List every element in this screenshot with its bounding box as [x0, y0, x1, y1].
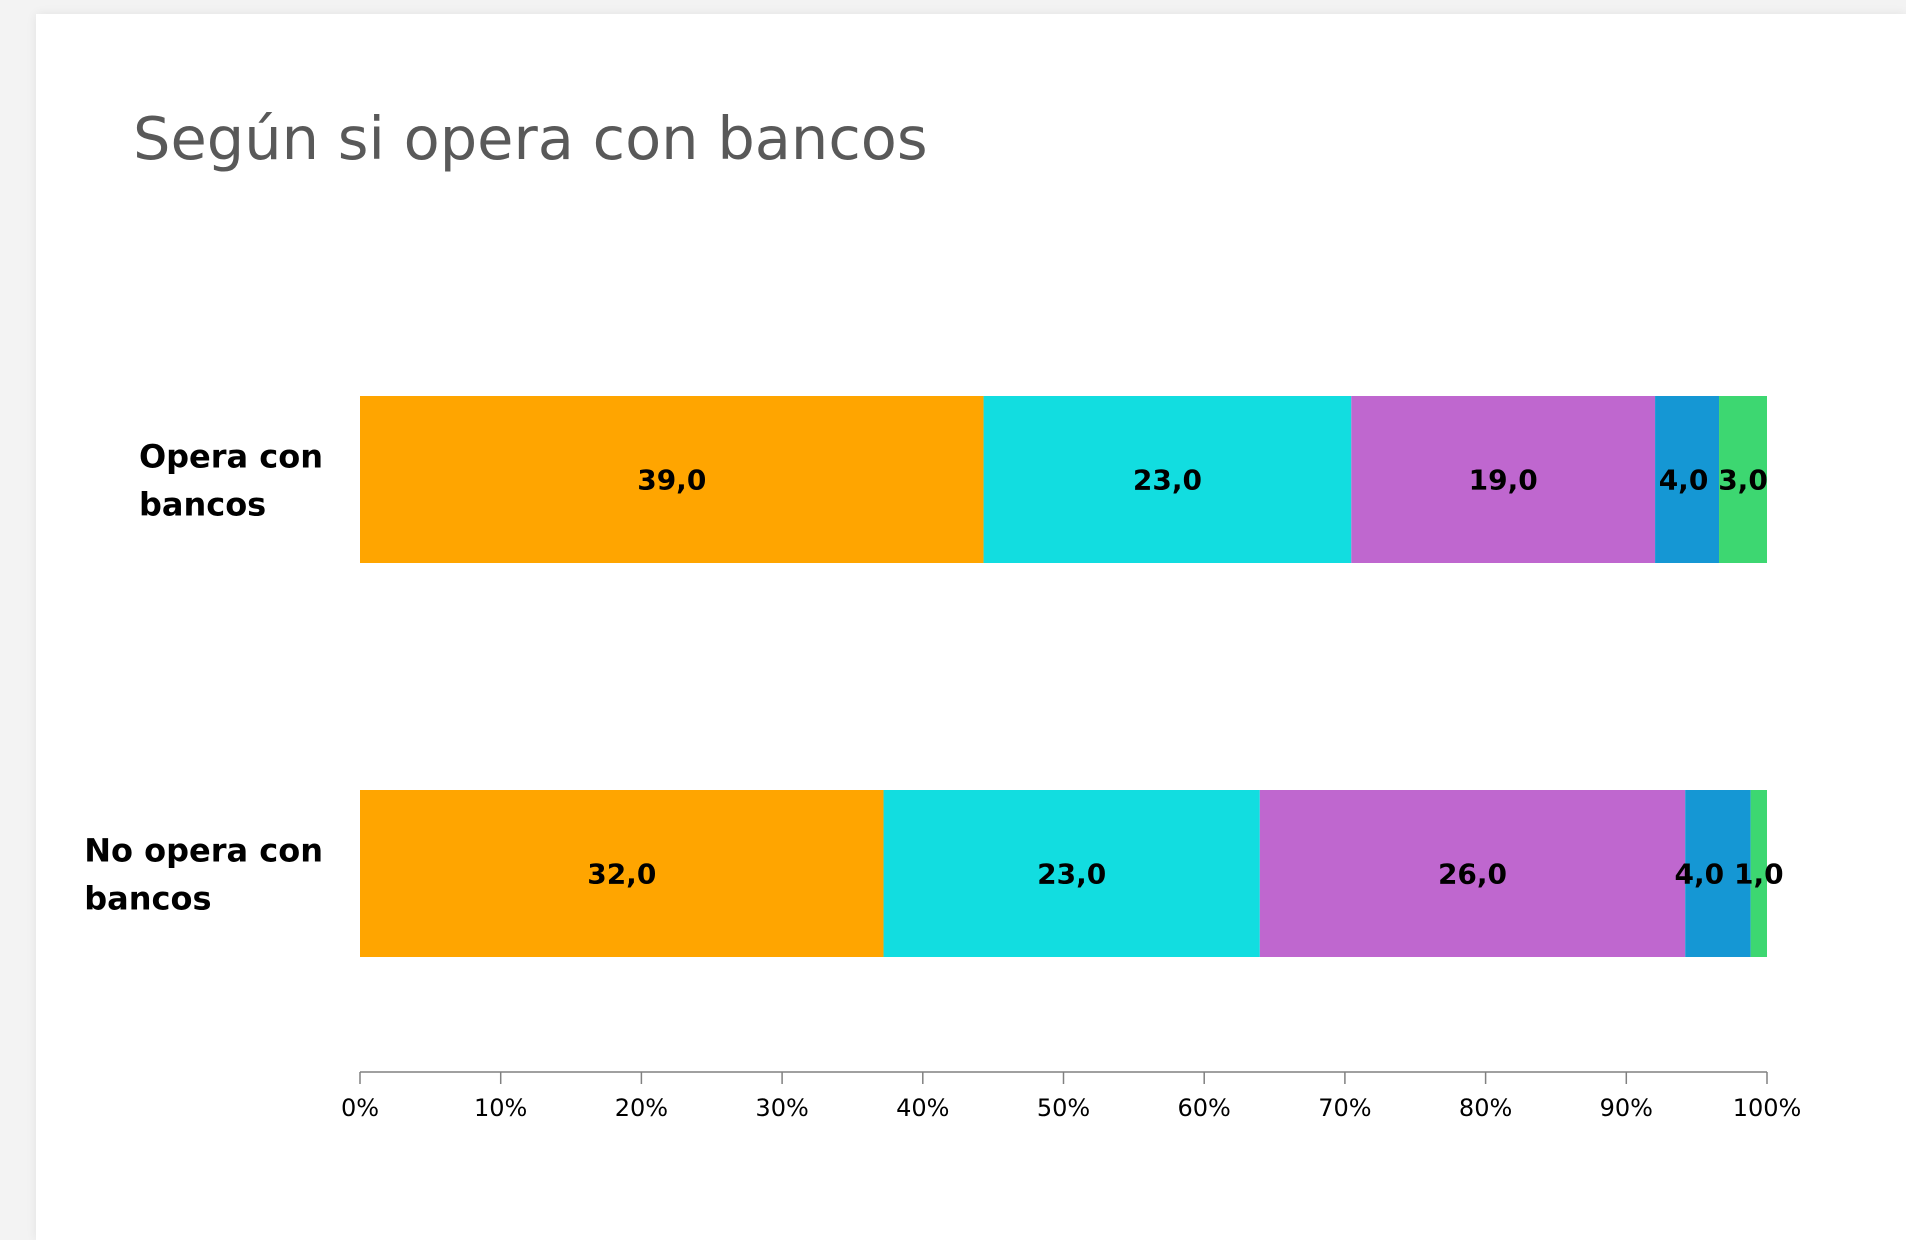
data-label-1-5: 3,0: [1718, 464, 1768, 497]
slide: Según si opera con bancos 39,0 23,0 19,0 4,…: [36, 14, 1906, 1240]
data-labels-layer: 39,0 23,0 19,0 4,0 3,0 32,0 23,0 26,0 4,0 1,0: [587, 464, 1783, 891]
x-tick-label: 60%: [1178, 1094, 1231, 1122]
data-label-2-1: 32,0: [587, 858, 656, 891]
data-label-1-4: 4,0: [1659, 464, 1709, 497]
bar-segment-1-4: [1655, 396, 1720, 563]
data-label-1-1: 39,0: [637, 464, 706, 497]
bar-segment-1-3: [1351, 396, 1656, 563]
category-labels-layer: Opera con bancos No opera con bancos: [84, 438, 323, 918]
category-label-1: Opera con bancos: [139, 438, 323, 524]
data-label-2-2: 23,0: [1037, 858, 1106, 891]
bar-segment-1-5: [1719, 396, 1767, 563]
x-tick-label: 40%: [896, 1094, 949, 1122]
bar-segment-2-1: [360, 790, 884, 957]
x-tick-label: 0%: [341, 1094, 379, 1122]
category-label-2: No opera con bancos: [84, 832, 323, 918]
x-axis: 0% 10% 20% 30% 40% 50% 60% 70% 80% 90% 100%: [341, 1071, 1802, 1122]
x-tick-label: 20%: [615, 1094, 668, 1122]
stacked-bar-chart: 39,0 23,0 19,0 4,0 3,0 32,0 23,0 26,0 4,0 1,0 Ope…: [84, 396, 1802, 1122]
bar-segment-1-2: [983, 396, 1352, 563]
bar-segment-2-4: [1685, 790, 1751, 957]
x-tick-label: 50%: [1037, 1094, 1090, 1122]
bar-segment-2-5: [1750, 790, 1767, 957]
bar-segment-2-3: [1259, 790, 1686, 957]
bars-layer: [360, 396, 1767, 957]
data-label-2-5: 1,0: [1734, 858, 1784, 891]
bar-segment-2-2: [883, 790, 1260, 957]
x-tick-label: 90%: [1600, 1094, 1653, 1122]
x-tick-label: 70%: [1318, 1094, 1371, 1122]
x-tick-label: 80%: [1459, 1094, 1512, 1122]
bar-segment-1-1: [360, 396, 984, 563]
x-tick-label: 100%: [1733, 1094, 1802, 1122]
data-label-1-3: 19,0: [1469, 464, 1538, 497]
x-tick-label: 30%: [755, 1094, 808, 1122]
data-label-2-3: 26,0: [1438, 858, 1507, 891]
slide-title: Según si opera con bancos: [133, 104, 928, 173]
data-label-2-4: 4,0: [1675, 858, 1725, 891]
x-tick-label: 10%: [474, 1094, 527, 1122]
data-label-1-2: 23,0: [1133, 464, 1202, 497]
